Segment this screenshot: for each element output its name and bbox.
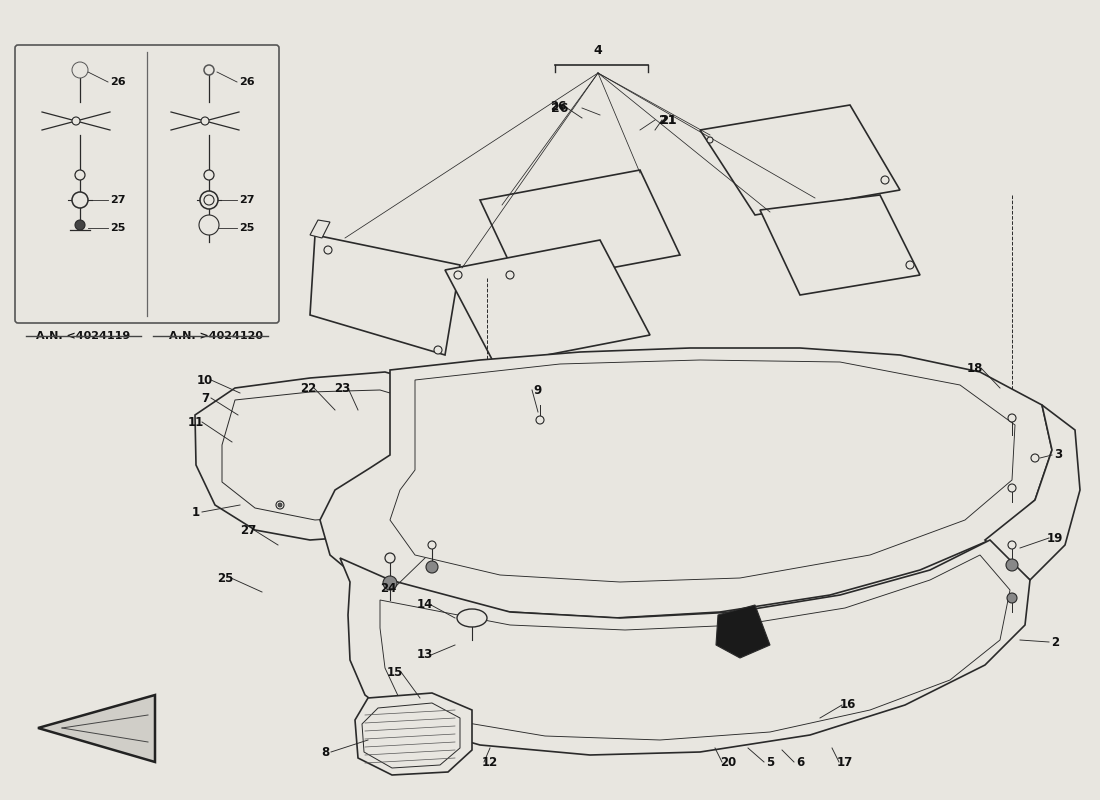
Circle shape — [428, 541, 436, 549]
Circle shape — [426, 561, 438, 573]
Circle shape — [199, 215, 219, 235]
Text: 2: 2 — [1050, 635, 1059, 649]
Circle shape — [72, 62, 88, 78]
Circle shape — [1031, 454, 1040, 462]
Circle shape — [906, 261, 914, 269]
Polygon shape — [195, 372, 480, 540]
Circle shape — [1008, 414, 1016, 422]
Circle shape — [1008, 541, 1016, 549]
Circle shape — [881, 176, 889, 184]
Polygon shape — [310, 235, 460, 355]
Text: 11: 11 — [188, 415, 205, 429]
Text: 10: 10 — [197, 374, 213, 386]
Polygon shape — [716, 605, 770, 658]
Text: A.N. >4024120: A.N. >4024120 — [169, 331, 263, 341]
Text: 3: 3 — [1054, 449, 1063, 462]
Text: 6: 6 — [796, 755, 804, 769]
Circle shape — [204, 219, 214, 231]
Text: 8: 8 — [321, 746, 329, 758]
Text: 14: 14 — [417, 598, 433, 611]
Circle shape — [200, 191, 218, 209]
Circle shape — [72, 117, 80, 125]
Circle shape — [276, 501, 284, 509]
Polygon shape — [310, 220, 330, 238]
Circle shape — [707, 137, 713, 143]
Circle shape — [1006, 593, 1018, 603]
Text: 26: 26 — [110, 77, 125, 87]
Text: 26: 26 — [551, 102, 569, 114]
Text: 9: 9 — [534, 383, 542, 397]
Text: 16: 16 — [839, 698, 856, 711]
Text: 25: 25 — [110, 223, 125, 233]
Ellipse shape — [456, 609, 487, 627]
Text: 15: 15 — [387, 666, 404, 678]
Text: eurospare: eurospare — [338, 415, 752, 485]
Text: 17: 17 — [837, 755, 854, 769]
Text: 1: 1 — [191, 506, 200, 518]
Text: 20: 20 — [719, 755, 736, 769]
Text: 4: 4 — [594, 43, 603, 57]
Polygon shape — [480, 170, 680, 285]
Text: 27: 27 — [240, 523, 256, 537]
Circle shape — [506, 271, 514, 279]
Circle shape — [434, 346, 442, 354]
Text: 26: 26 — [239, 77, 255, 87]
Polygon shape — [222, 390, 458, 520]
Circle shape — [385, 553, 395, 563]
Circle shape — [201, 117, 209, 125]
Text: 21: 21 — [659, 114, 676, 126]
Circle shape — [75, 170, 85, 180]
Circle shape — [383, 576, 397, 590]
Polygon shape — [446, 240, 650, 365]
Text: 27: 27 — [110, 195, 125, 205]
Polygon shape — [362, 703, 460, 768]
Text: 25: 25 — [217, 571, 233, 585]
Text: 25: 25 — [240, 223, 255, 233]
Polygon shape — [984, 405, 1080, 580]
Text: 22: 22 — [300, 382, 316, 394]
Text: 19: 19 — [1047, 531, 1064, 545]
Text: 24: 24 — [379, 582, 396, 594]
Polygon shape — [355, 693, 472, 775]
Text: 26: 26 — [550, 99, 566, 113]
FancyBboxPatch shape — [15, 45, 279, 323]
Polygon shape — [320, 348, 1052, 618]
Circle shape — [1008, 484, 1016, 492]
Text: A.N. <4024119: A.N. <4024119 — [36, 331, 130, 341]
Polygon shape — [39, 695, 155, 762]
Circle shape — [204, 195, 214, 205]
Text: 18: 18 — [967, 362, 983, 374]
Text: 13: 13 — [417, 649, 433, 662]
Text: 5: 5 — [766, 755, 774, 769]
Circle shape — [536, 416, 544, 424]
Polygon shape — [700, 105, 900, 215]
Text: 23: 23 — [334, 382, 350, 394]
Circle shape — [324, 246, 332, 254]
Circle shape — [454, 271, 462, 279]
Circle shape — [72, 192, 88, 208]
Text: 7: 7 — [201, 391, 209, 405]
Circle shape — [75, 65, 85, 75]
Circle shape — [204, 65, 214, 75]
Text: 21: 21 — [660, 114, 676, 126]
Circle shape — [278, 503, 282, 507]
Polygon shape — [760, 195, 920, 295]
Polygon shape — [390, 360, 1015, 582]
Text: 12: 12 — [482, 755, 498, 769]
Polygon shape — [379, 555, 1010, 740]
Circle shape — [75, 220, 85, 230]
Text: 27: 27 — [240, 195, 255, 205]
Circle shape — [1006, 559, 1018, 571]
Polygon shape — [340, 540, 1030, 755]
Circle shape — [204, 170, 214, 180]
